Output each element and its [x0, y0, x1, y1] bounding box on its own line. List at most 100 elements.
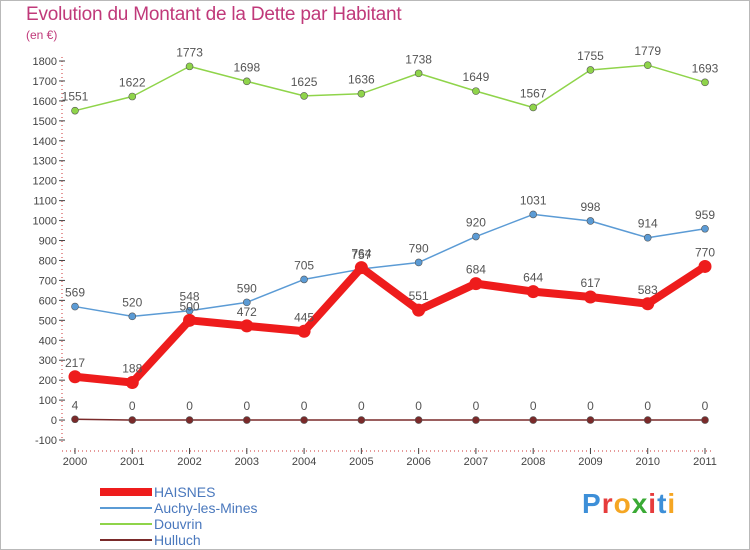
data-label-haisnes: 188 — [122, 362, 142, 376]
data-label-douvrin: 1551 — [62, 90, 89, 104]
data-label-haisnes: 583 — [638, 283, 658, 297]
series-line-douvrin — [74, 64, 706, 112]
data-label-auchy-les-mines: 920 — [466, 216, 486, 230]
data-label-haisnes: 500 — [180, 299, 200, 313]
data-point-hulluch — [71, 415, 79, 424]
data-label-douvrin: 1779 — [634, 44, 661, 58]
legend-label: Auchy-les-Mines — [154, 500, 258, 516]
y-tick-label: 700 — [39, 275, 57, 287]
data-label-haisnes: 472 — [237, 305, 257, 319]
data-label-haisnes: 644 — [523, 271, 543, 285]
data-label-douvrin: 1773 — [176, 45, 203, 59]
data-point-haisnes — [469, 277, 483, 291]
x-tick-label: 2002 — [177, 456, 201, 468]
legend-label: Douvrin — [154, 516, 203, 532]
data-point-douvrin — [529, 103, 537, 112]
data-point-haisnes — [354, 261, 368, 275]
data-point-hulluch — [643, 416, 652, 424]
y-tick-label: 1400 — [33, 136, 57, 148]
data-point-hulluch — [414, 416, 423, 424]
data-point-haisnes — [698, 259, 712, 273]
data-point-haisnes — [183, 313, 197, 327]
data-point-douvrin — [643, 61, 652, 69]
legend-swatch — [100, 539, 152, 541]
data-point-douvrin — [357, 89, 366, 98]
y-tick-label: 1200 — [33, 176, 57, 188]
data-label-douvrin: 1755 — [577, 49, 604, 63]
data-point-hulluch — [185, 416, 194, 424]
legend-swatch — [100, 507, 152, 509]
data-label-hulluch: 0 — [473, 399, 480, 413]
x-tick-label: 2011 — [693, 456, 717, 468]
data-point-auchy-les-mines — [701, 224, 709, 233]
data-point-auchy-les-mines — [529, 210, 537, 219]
data-point-douvrin — [300, 92, 308, 100]
data-point-haisnes — [412, 303, 426, 317]
data-label-hulluch: 4 — [72, 398, 79, 412]
data-label-haisnes: 684 — [466, 263, 486, 277]
y-tick-label: 900 — [39, 236, 57, 248]
data-point-hulluch — [701, 416, 709, 424]
data-label-douvrin: 1567 — [520, 86, 547, 100]
y-tick-label: 1300 — [33, 156, 57, 168]
data-label-auchy-les-mines: 914 — [638, 217, 658, 231]
data-label-auchy-les-mines: 790 — [409, 241, 429, 255]
y-tick-label: 100 — [39, 395, 57, 407]
data-point-auchy-les-mines — [586, 217, 595, 225]
data-point-douvrin — [586, 66, 595, 74]
data-point-douvrin — [185, 62, 194, 71]
y-tick-label: 400 — [39, 335, 57, 347]
data-point-haisnes — [641, 297, 655, 311]
x-tick-label: 2006 — [406, 456, 430, 468]
data-point-haisnes — [526, 285, 540, 299]
data-point-auchy-les-mines — [71, 302, 79, 311]
data-point-douvrin — [701, 78, 709, 87]
legend: HAISNES Auchy-les-Mines Douvrin Hulluch — [100, 484, 257, 548]
data-label-hulluch: 0 — [415, 399, 422, 413]
data-label-haisnes: 445 — [294, 310, 314, 324]
y-tick-label: 1700 — [33, 76, 57, 88]
legend-swatch — [100, 523, 152, 525]
data-label-auchy-les-mines: 1031 — [520, 193, 547, 207]
data-label-hulluch: 0 — [358, 399, 365, 413]
data-point-hulluch — [529, 416, 537, 424]
y-tick-label: 200 — [39, 375, 57, 387]
x-tick-label: 2005 — [349, 456, 373, 468]
data-point-auchy-les-mines — [128, 312, 137, 321]
y-tick-label: 1500 — [33, 116, 57, 128]
y-tick-label: 1000 — [33, 216, 57, 228]
proxiti-logo: Proxiti — [582, 488, 677, 519]
y-tick-label: -100 — [35, 435, 57, 447]
y-tick-label: 600 — [39, 295, 57, 307]
y-tick-label: 1600 — [33, 96, 57, 108]
legend-item-hulluch: Hulluch — [100, 532, 257, 548]
data-point-haisnes — [583, 290, 597, 304]
data-label-douvrin: 1693 — [692, 61, 719, 75]
data-point-auchy-les-mines — [643, 233, 652, 242]
data-label-douvrin: 1636 — [348, 73, 375, 87]
data-label-haisnes: 551 — [409, 289, 429, 303]
legend-label: Hulluch — [154, 532, 201, 548]
data-label-douvrin: 1649 — [463, 70, 490, 84]
data-label-haisnes: 617 — [580, 276, 600, 290]
data-point-auchy-les-mines — [414, 258, 423, 267]
data-point-hulluch — [128, 416, 137, 424]
x-tick-label: 2000 — [63, 456, 87, 468]
data-label-douvrin: 1698 — [233, 60, 260, 74]
data-point-haisnes — [68, 370, 82, 384]
data-label-haisnes: 217 — [65, 356, 85, 370]
y-tick-label: 800 — [39, 255, 57, 267]
data-point-hulluch — [300, 416, 308, 424]
legend-swatch — [100, 488, 152, 496]
x-tick-label: 2010 — [635, 456, 659, 468]
data-label-hulluch: 0 — [702, 399, 709, 413]
y-tick-label: 300 — [39, 355, 57, 367]
series-line-haisnes — [71, 262, 709, 387]
data-label-auchy-les-mines: 569 — [65, 286, 85, 300]
data-point-hulluch — [357, 416, 366, 424]
x-tick-label: 2003 — [235, 456, 259, 468]
data-point-douvrin — [243, 77, 251, 86]
data-point-hulluch — [243, 416, 251, 424]
data-label-hulluch: 0 — [587, 399, 594, 413]
y-tick-label: 1100 — [33, 196, 57, 208]
